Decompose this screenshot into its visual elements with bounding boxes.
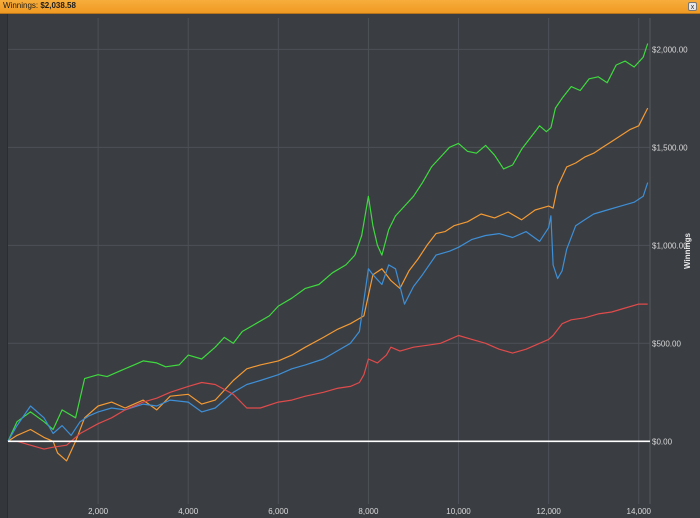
winnings-value: $2,038.58: [40, 1, 76, 10]
y-tick-label: $500.00: [652, 339, 681, 348]
x-tick-label: 14,000: [627, 507, 652, 516]
x-tick-label: 4,000: [178, 507, 199, 516]
x-tick-label: 12,000: [536, 507, 561, 516]
winnings-readout: Winnings: $2,038.58: [3, 1, 76, 10]
window-title-bar: Winnings: $2,038.58 x: [0, 0, 700, 14]
left-panel-edge: [0, 14, 8, 518]
winnings-chart: 2,000 4,000 6,000 8,000 10,000 12,000 14,000 $…: [7, 18, 692, 516]
series-line-red: [8, 303, 648, 450]
series-line-green: [7, 43, 649, 442]
x-tick-label: 6,000: [268, 507, 289, 516]
x-tick-label: 10,000: [446, 507, 471, 516]
y-axis-label: Winnings: [683, 232, 692, 268]
x-tick-label: 8,000: [358, 507, 379, 516]
chart-series: [7, 43, 650, 462]
x-tick-label: 2,000: [88, 507, 109, 516]
y-tick-label: $1,000.00: [652, 241, 688, 250]
chart-grid: [8, 18, 651, 504]
series-line-blue: [7, 182, 649, 442]
winnings-label: Winnings:: [3, 1, 39, 10]
y-tick-label: $1,500.00: [652, 143, 688, 152]
y-tick-label: $2,000.00: [652, 45, 688, 54]
close-icon[interactable]: x: [688, 2, 697, 11]
x-axis-ticks: 2,000 4,000 6,000 8,000 10,000 12,000 14,000: [88, 507, 651, 516]
y-axis-ticks: $0.00 $500.00 $1,000.00 $1,500.00 $2,000.00: [652, 45, 688, 446]
y-tick-label: $0.00: [652, 437, 673, 446]
series-line-orange: [7, 107, 649, 462]
